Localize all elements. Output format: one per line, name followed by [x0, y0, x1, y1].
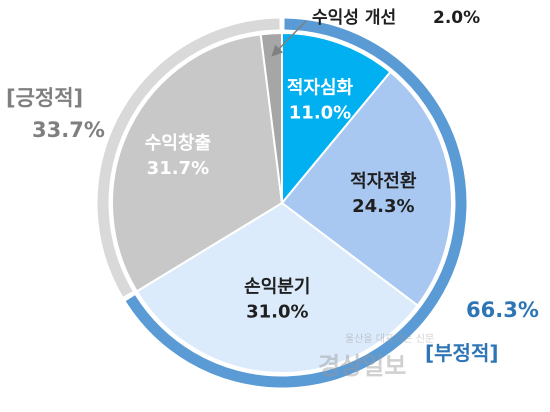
slice-value-label: 31.0%: [246, 301, 308, 322]
slice-name-label: 적자심화: [287, 77, 354, 98]
negative-group-value: 66.3%: [466, 298, 539, 322]
pie-slice: [280, 70, 453, 307]
negative-group-label: [부정적]: [425, 341, 499, 365]
slice-name-label: 손익분기: [244, 276, 310, 297]
watermark-subtext: 울산을 대표하는 신문: [345, 334, 435, 345]
ring-arc-negative: [125, 18, 467, 388]
positive-group-value: 33.7%: [32, 118, 105, 142]
slice-name-label: 적자전환: [350, 170, 417, 192]
pie-slice: [259, 31, 283, 204]
callout-slice-name: 수익성 개선: [312, 8, 396, 28]
watermark-logo: 경상일보: [318, 352, 407, 380]
slice-value-label: 11.0%: [289, 102, 351, 123]
slice-name-label: 수익창출: [145, 133, 211, 154]
positive-group-label: [긍정적]: [6, 86, 84, 110]
pie-slice: [111, 33, 284, 293]
slice-value-label: 24.3%: [352, 196, 414, 217]
slice-value-label: 31.7%: [147, 158, 209, 179]
pie-slice: [135, 201, 420, 374]
pie-slice: [281, 31, 392, 206]
callout-slice-value: 2.0%: [433, 8, 480, 28]
ring-arc-positive: [97, 18, 280, 297]
callout-arrow: [271, 20, 307, 57]
